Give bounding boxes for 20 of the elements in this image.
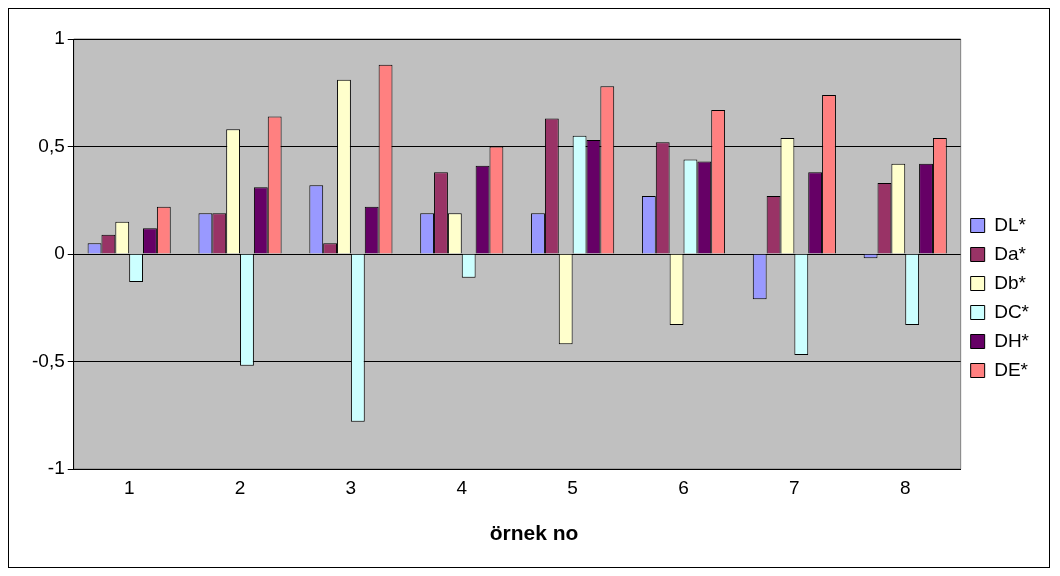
x-tick-label: 1 xyxy=(123,476,135,498)
x-tick-label: 8 xyxy=(899,476,911,498)
x-tick-label: 4 xyxy=(456,476,468,498)
legend-label: Da* xyxy=(994,242,1027,264)
legend-label: DC* xyxy=(994,300,1030,322)
x-tick-label: 3 xyxy=(345,476,357,498)
legend-label: DL* xyxy=(994,213,1027,235)
y-tick-label: -1 xyxy=(47,457,65,479)
legend-label: DH* xyxy=(994,329,1030,351)
y-tick-label: 0 xyxy=(54,242,65,264)
x-tick-label: 2 xyxy=(234,476,246,498)
y-tick-label: 0,5 xyxy=(38,134,65,156)
x-tick-label: 7 xyxy=(789,476,800,498)
legend-label: DE* xyxy=(994,358,1029,380)
y-tick-label: 1 xyxy=(54,27,65,49)
x-tick-label: 6 xyxy=(678,476,689,498)
legend-label: Db* xyxy=(994,271,1027,293)
x-axis-title: örnek no xyxy=(489,521,579,545)
x-tick-label: 5 xyxy=(567,476,578,498)
y-tick-label: -0,5 xyxy=(31,349,65,371)
